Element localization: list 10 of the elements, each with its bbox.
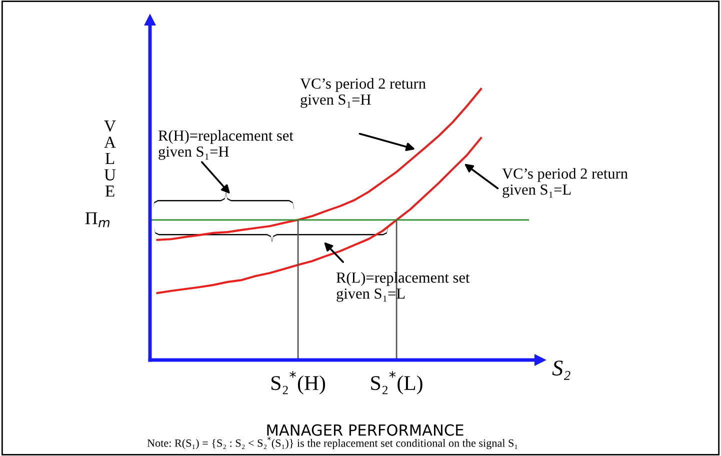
- ref-line-label: Π$_{m}$: [85, 212, 110, 228]
- text: VC’s period 2 return given S₁=L: [502, 168, 628, 198]
- y-axis-title: VALUE: [104, 120, 116, 197]
- annotation: R(H)=replacement set given S₁=H: [158, 130, 294, 160]
- text: Note: R(S₁) = {S₂ : S₂ < S₂$^{*}$(S₁)} is the replacement set conditional on the signal S₁: [147, 436, 518, 450]
- x-axis-title: MANAGER PERFORMANCE: [267, 424, 464, 436]
- text: S₂: [552, 360, 570, 380]
- x-tick-label: S₂$^{*}$(H): [272, 371, 326, 394]
- x-tick-label: S₂$^{*}$(L): [371, 371, 422, 394]
- annotation: VC’s period 2 return given S₁=H: [300, 78, 426, 108]
